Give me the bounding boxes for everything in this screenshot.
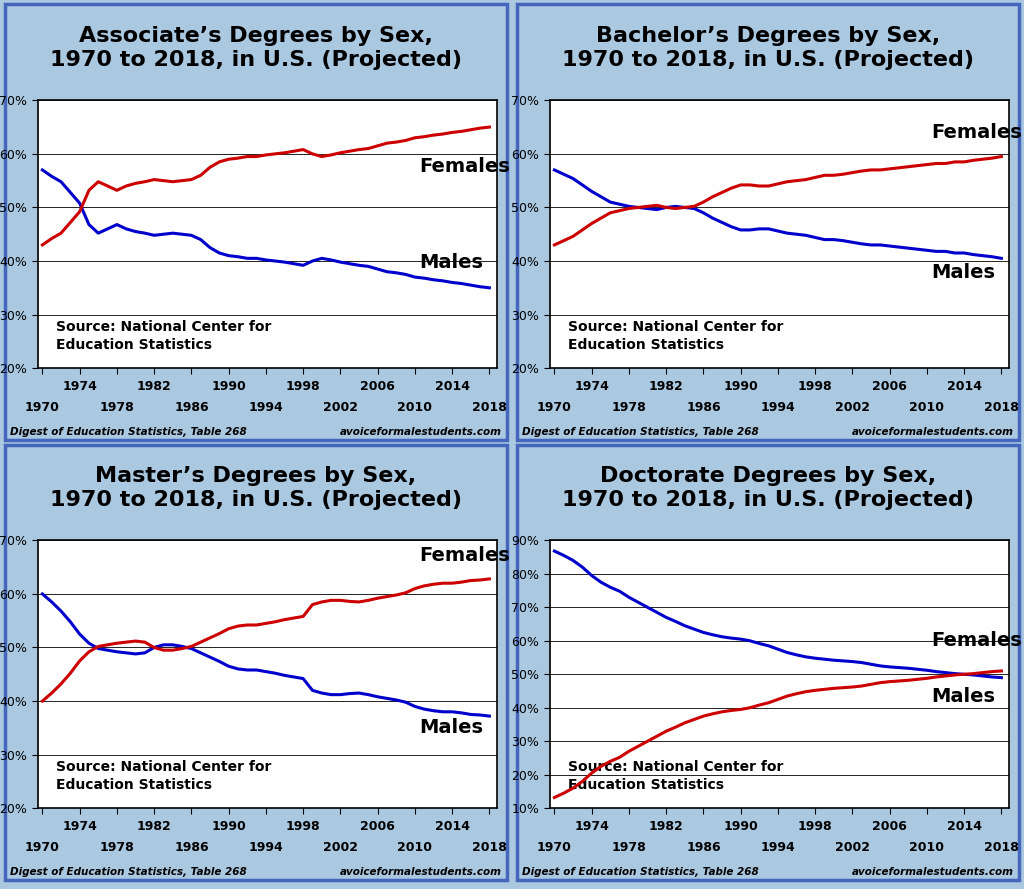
Text: 1982: 1982 xyxy=(649,380,683,393)
Text: Digest of Education Statistics, Table 268: Digest of Education Statistics, Table 26… xyxy=(522,428,759,437)
Text: 2010: 2010 xyxy=(397,841,432,854)
Text: Digest of Education Statistics, Table 268: Digest of Education Statistics, Table 26… xyxy=(10,428,247,437)
Text: 2018: 2018 xyxy=(984,401,1019,414)
Text: 1982: 1982 xyxy=(137,380,171,393)
Text: 1998: 1998 xyxy=(286,380,321,393)
Text: avoiceformalestudents.com: avoiceformalestudents.com xyxy=(340,428,502,437)
Text: 1982: 1982 xyxy=(137,821,171,833)
Text: 1970: 1970 xyxy=(25,841,59,854)
Text: Doctorate Degrees by Sex,
1970 to 2018, in U.S. (Projected): Doctorate Degrees by Sex, 1970 to 2018, … xyxy=(562,466,974,509)
Text: 2018: 2018 xyxy=(472,841,507,854)
Text: 1974: 1974 xyxy=(574,380,609,393)
Text: 1974: 1974 xyxy=(574,821,609,833)
Text: Digest of Education Statistics, Table 268: Digest of Education Statistics, Table 26… xyxy=(10,868,247,877)
Text: Source: National Center for
Education Statistics: Source: National Center for Education St… xyxy=(568,320,783,352)
Text: Source: National Center for
Education Statistics: Source: National Center for Education St… xyxy=(56,320,271,352)
Text: 1990: 1990 xyxy=(723,821,758,833)
Text: 2006: 2006 xyxy=(872,821,907,833)
Text: 1994: 1994 xyxy=(761,841,796,854)
Text: 2006: 2006 xyxy=(360,821,395,833)
Text: Males: Males xyxy=(932,263,995,283)
Text: 1994: 1994 xyxy=(249,841,284,854)
Text: Females: Females xyxy=(420,156,510,176)
Text: 1978: 1978 xyxy=(99,841,134,854)
Text: Females: Females xyxy=(932,123,1022,142)
Text: 2018: 2018 xyxy=(984,841,1019,854)
Text: 1978: 1978 xyxy=(99,401,134,414)
Text: Bachelor’s Degrees by Sex,
1970 to 2018, in U.S. (Projected): Bachelor’s Degrees by Sex, 1970 to 2018,… xyxy=(562,26,974,69)
Text: 1990: 1990 xyxy=(723,380,758,393)
Text: 1994: 1994 xyxy=(249,401,284,414)
Text: 2006: 2006 xyxy=(872,380,907,393)
Text: 1978: 1978 xyxy=(611,841,646,854)
Text: 1974: 1974 xyxy=(62,380,97,393)
Text: 2018: 2018 xyxy=(472,401,507,414)
Text: 1978: 1978 xyxy=(611,401,646,414)
Text: Associate’s Degrees by Sex,
1970 to 2018, in U.S. (Projected): Associate’s Degrees by Sex, 1970 to 2018… xyxy=(50,26,462,69)
Text: 2006: 2006 xyxy=(360,380,395,393)
Text: 1986: 1986 xyxy=(686,841,721,854)
Text: Females: Females xyxy=(420,546,510,565)
Text: Source: National Center for
Education Statistics: Source: National Center for Education St… xyxy=(56,760,271,792)
Text: 1986: 1986 xyxy=(174,401,209,414)
Text: Males: Males xyxy=(420,252,483,272)
Text: Master’s Degrees by Sex,
1970 to 2018, in U.S. (Projected): Master’s Degrees by Sex, 1970 to 2018, i… xyxy=(50,466,462,509)
Text: Males: Males xyxy=(420,718,483,737)
Text: 2010: 2010 xyxy=(909,841,944,854)
Text: 2002: 2002 xyxy=(323,401,358,414)
Text: Females: Females xyxy=(932,631,1022,650)
Text: 1998: 1998 xyxy=(798,821,833,833)
Text: 1998: 1998 xyxy=(798,380,833,393)
Text: 1970: 1970 xyxy=(25,401,59,414)
Text: 2010: 2010 xyxy=(397,401,432,414)
Text: 1970: 1970 xyxy=(537,841,571,854)
Text: 1982: 1982 xyxy=(649,821,683,833)
Text: 2010: 2010 xyxy=(909,401,944,414)
Text: 2002: 2002 xyxy=(323,841,358,854)
Text: 1986: 1986 xyxy=(686,401,721,414)
Text: avoiceformalestudents.com: avoiceformalestudents.com xyxy=(852,868,1014,877)
Text: 1970: 1970 xyxy=(537,401,571,414)
Text: 1998: 1998 xyxy=(286,821,321,833)
Text: avoiceformalestudents.com: avoiceformalestudents.com xyxy=(340,868,502,877)
Text: 1990: 1990 xyxy=(211,380,246,393)
Text: avoiceformalestudents.com: avoiceformalestudents.com xyxy=(852,428,1014,437)
Text: 1990: 1990 xyxy=(211,821,246,833)
Text: 1986: 1986 xyxy=(174,841,209,854)
Text: Males: Males xyxy=(932,686,995,706)
Text: 2014: 2014 xyxy=(946,380,982,393)
Text: Source: National Center for
Education Statistics: Source: National Center for Education St… xyxy=(568,760,783,792)
Text: 2014: 2014 xyxy=(434,380,470,393)
Text: 2002: 2002 xyxy=(835,841,870,854)
Text: 1994: 1994 xyxy=(761,401,796,414)
Text: 2014: 2014 xyxy=(434,821,470,833)
Text: Digest of Education Statistics, Table 268: Digest of Education Statistics, Table 26… xyxy=(522,868,759,877)
Text: 1974: 1974 xyxy=(62,821,97,833)
Text: 2014: 2014 xyxy=(946,821,982,833)
Text: 2002: 2002 xyxy=(835,401,870,414)
